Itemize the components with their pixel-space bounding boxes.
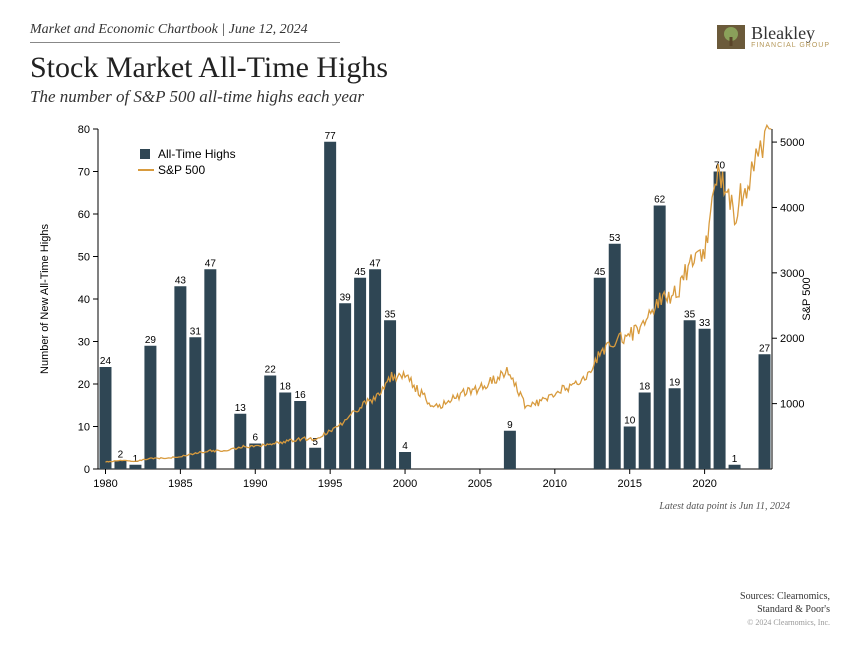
svg-text:62: 62 (654, 195, 666, 206)
svg-text:4000: 4000 (780, 202, 804, 214)
svg-text:22: 22 (265, 365, 277, 376)
svg-text:40: 40 (78, 294, 90, 306)
chart-area: 0102030405060708010002000300040005000198… (30, 119, 830, 512)
svg-text:9: 9 (507, 420, 513, 431)
svg-text:60: 60 (78, 209, 90, 221)
svg-text:S&P 500: S&P 500 (801, 277, 813, 320)
logo-name: Bleakley (751, 24, 830, 42)
svg-text:10: 10 (78, 422, 90, 434)
sources-line2: Standard & Poor's (740, 603, 830, 616)
svg-text:80: 80 (78, 124, 90, 136)
chart-title: Stock Market All-Time Highs (30, 51, 388, 85)
svg-text:1: 1 (732, 454, 738, 465)
svg-text:33: 33 (699, 318, 711, 329)
svg-text:4: 4 (402, 441, 408, 452)
svg-text:6: 6 (252, 433, 258, 444)
svg-text:31: 31 (190, 326, 202, 337)
logo-sub: FINANCIAL GROUP (751, 42, 830, 49)
header-book-line: Market and Economic Chartbook | June 12,… (30, 22, 340, 43)
svg-text:27: 27 (759, 343, 771, 354)
svg-text:1990: 1990 (243, 478, 267, 490)
svg-text:1000: 1000 (780, 399, 804, 411)
svg-text:1980: 1980 (93, 478, 117, 490)
svg-text:2: 2 (118, 450, 124, 461)
svg-text:2000: 2000 (780, 333, 804, 345)
svg-text:13: 13 (235, 403, 247, 414)
svg-text:18: 18 (280, 382, 292, 393)
svg-text:35: 35 (684, 309, 696, 320)
logo: Bleakley FINANCIAL GROUP (717, 24, 830, 49)
svg-text:2015: 2015 (617, 478, 641, 490)
svg-text:29: 29 (145, 335, 157, 346)
svg-text:10: 10 (624, 416, 636, 427)
svg-text:50: 50 (78, 252, 90, 264)
svg-text:Number of New All-Time Highs: Number of New All-Time Highs (39, 224, 51, 374)
data-note: Latest data point is Jun 11, 2024 (30, 501, 790, 512)
svg-text:1995: 1995 (318, 478, 342, 490)
svg-text:43: 43 (175, 275, 187, 286)
tree-icon (717, 25, 745, 49)
svg-text:53: 53 (609, 233, 621, 244)
sources: Sources: Clearnomics, Standard & Poor's … (740, 590, 830, 628)
chart-subtitle: The number of S&P 500 all-time highs eac… (30, 87, 388, 107)
svg-text:1: 1 (133, 454, 139, 465)
svg-text:47: 47 (370, 258, 382, 269)
svg-text:2000: 2000 (393, 478, 417, 490)
svg-text:39: 39 (340, 292, 352, 303)
svg-text:24: 24 (100, 356, 112, 367)
svg-text:5000: 5000 (780, 137, 804, 149)
svg-text:47: 47 (205, 258, 217, 269)
svg-text:All-Time Highs: All-Time Highs (158, 147, 236, 161)
svg-text:16: 16 (295, 390, 307, 401)
svg-text:18: 18 (639, 382, 651, 393)
copyright: © 2024 Clearnomics, Inc. (740, 618, 830, 628)
sources-line1: Sources: Clearnomics, (740, 590, 830, 603)
svg-text:0: 0 (84, 464, 90, 476)
svg-text:20: 20 (78, 379, 90, 391)
svg-text:45: 45 (594, 267, 606, 278)
svg-text:1985: 1985 (168, 478, 192, 490)
svg-text:2005: 2005 (468, 478, 492, 490)
svg-text:30: 30 (78, 337, 90, 349)
svg-text:70: 70 (78, 167, 90, 179)
svg-text:35: 35 (385, 309, 397, 320)
svg-text:19: 19 (669, 377, 681, 388)
svg-text:S&P 500: S&P 500 (158, 163, 205, 177)
svg-text:45: 45 (355, 267, 367, 278)
svg-text:77: 77 (325, 131, 337, 142)
svg-text:2020: 2020 (692, 478, 716, 490)
svg-text:2010: 2010 (543, 478, 567, 490)
